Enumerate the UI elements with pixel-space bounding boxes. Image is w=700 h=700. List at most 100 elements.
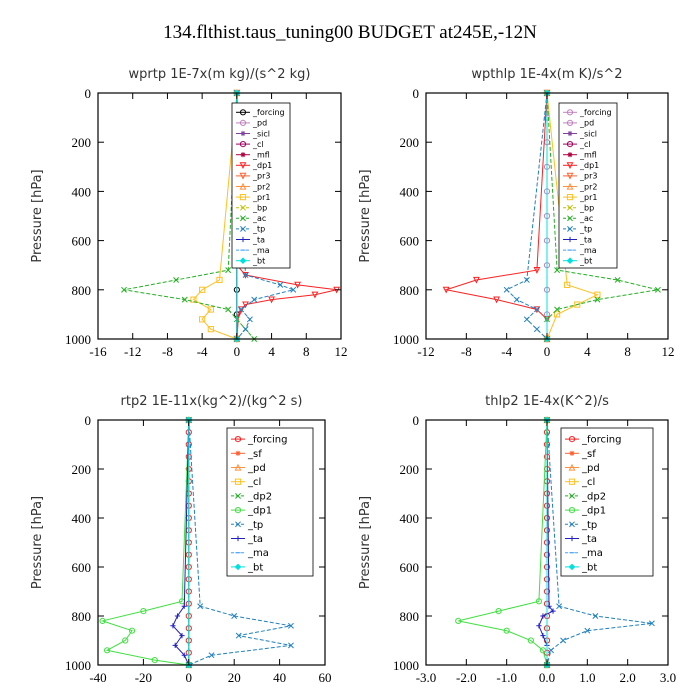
legend-marker (240, 204, 246, 211)
data-point (287, 622, 294, 629)
data-point (231, 613, 238, 619)
data-point (277, 281, 284, 288)
legend-label: _forcing (247, 435, 288, 446)
data-point (170, 623, 176, 629)
y-tick-label: 800 (72, 283, 92, 298)
y-tick-label: 0 (85, 86, 92, 101)
legend-item: _tp (236, 225, 265, 234)
data-point (523, 316, 530, 323)
legend-label: _dp1 (247, 506, 272, 517)
legend-item: _cl (565, 477, 595, 488)
data-point (174, 613, 181, 619)
x-tick-label: 0 (186, 670, 193, 685)
legend-item: _dp1 (563, 161, 599, 170)
plot-panel-3: rtp2 1E-11x(kg^2)/(kg^2 s) Pressure [hPa]… (30, 394, 332, 685)
legend-item: _sicl (236, 129, 270, 138)
data-point (574, 301, 581, 308)
plot-panel-4: thlp2 1E-4x(K^2)/s Pressure [hPa] -3.0 -2.0… (358, 394, 676, 685)
legend-marker (566, 162, 574, 170)
legend-label: _pr3 (252, 172, 270, 181)
legend-label: _pr1 (252, 193, 270, 202)
series-tp (185, 417, 294, 668)
legend-label: _pd (579, 119, 594, 128)
legend-marker (566, 257, 574, 265)
x-tick-label: 8 (303, 344, 310, 359)
data-point (207, 326, 214, 333)
legend-label: _pr2 (579, 182, 597, 191)
legend-label: _cl (581, 477, 595, 488)
series-tp (233, 90, 297, 342)
series-dp1 (455, 416, 551, 669)
legend-item: _tp (231, 520, 263, 531)
legend-item: _pd (231, 463, 266, 474)
legend-item: _pr1 (563, 193, 597, 202)
legend-item: _forcing (565, 435, 622, 446)
legend-item: _ma (231, 548, 269, 559)
data-point (179, 633, 185, 639)
legend-marker (568, 463, 576, 471)
legend-marker (569, 521, 575, 528)
data-point (246, 316, 253, 323)
legend-item: _pd (563, 119, 594, 128)
series-line (100, 419, 190, 666)
legend-label: _tp (579, 225, 592, 234)
legend-label: _tp (252, 225, 265, 234)
data-point (242, 301, 249, 309)
legend-label: _ma (252, 246, 270, 255)
data-point (140, 608, 147, 615)
legend-item: _mfl (236, 151, 270, 160)
legend-label: _bt (247, 562, 263, 573)
data-point (294, 281, 302, 289)
legend-item: _cl (236, 140, 264, 149)
legend-label: _bt (581, 562, 597, 573)
legend-label: _bt (252, 257, 265, 266)
data-point (199, 286, 206, 293)
x-tick-label: 12 (662, 344, 675, 359)
legend-label: _sicl (252, 129, 270, 138)
series-ta (170, 417, 192, 668)
data-point (493, 296, 500, 304)
legend-label: _mfl (579, 151, 597, 160)
y-tick-label: 600 (72, 560, 92, 575)
y-tick-label: 1000 (65, 332, 91, 347)
data-point (242, 272, 249, 278)
data-point (455, 617, 462, 625)
x-tick-label: 0.0 (539, 670, 555, 685)
legend-label: _bp (252, 204, 267, 213)
legend-label: _dp2 (247, 491, 272, 502)
legend-item: _pr2 (236, 182, 270, 191)
legend-marker (235, 492, 241, 499)
legend-label: _cl (252, 140, 264, 149)
series-line (538, 419, 554, 665)
legend-label: _ac (252, 214, 266, 223)
x-tick-label: -1.0 (496, 670, 517, 685)
data-point (533, 306, 540, 313)
legend-box (560, 427, 654, 577)
legend-item: _tp (565, 520, 597, 531)
legend-marker (566, 182, 574, 190)
legend-marker (239, 182, 247, 190)
legend-marker (567, 130, 573, 137)
y-tick-label: 0 (85, 413, 92, 428)
legend-marker (239, 109, 247, 116)
y-tick-label: 0 (413, 86, 420, 101)
legend-label: _cl (579, 140, 591, 149)
legend-item: _ta (565, 534, 597, 545)
legend-item: _ta (563, 235, 592, 244)
legend-marker (239, 119, 247, 127)
figure-title: 134.flthist.taus_tuning00 BUDGET at245E,… (163, 22, 537, 43)
legend-label: _dp1 (579, 161, 599, 170)
x-tick-label: -8 (461, 344, 472, 359)
plot-frame (97, 419, 326, 666)
legend-item: _pd (236, 119, 267, 128)
legend-item: _forcing (231, 435, 288, 446)
series-dp1 (99, 416, 192, 669)
x-tick-label: -40 (89, 670, 106, 685)
y-tick-label: 400 (72, 511, 92, 526)
data-point (199, 316, 206, 323)
legend-box (226, 427, 314, 577)
y-tick-label: 400 (72, 184, 92, 199)
legend-item: _bp (563, 204, 594, 213)
data-point (197, 603, 204, 610)
